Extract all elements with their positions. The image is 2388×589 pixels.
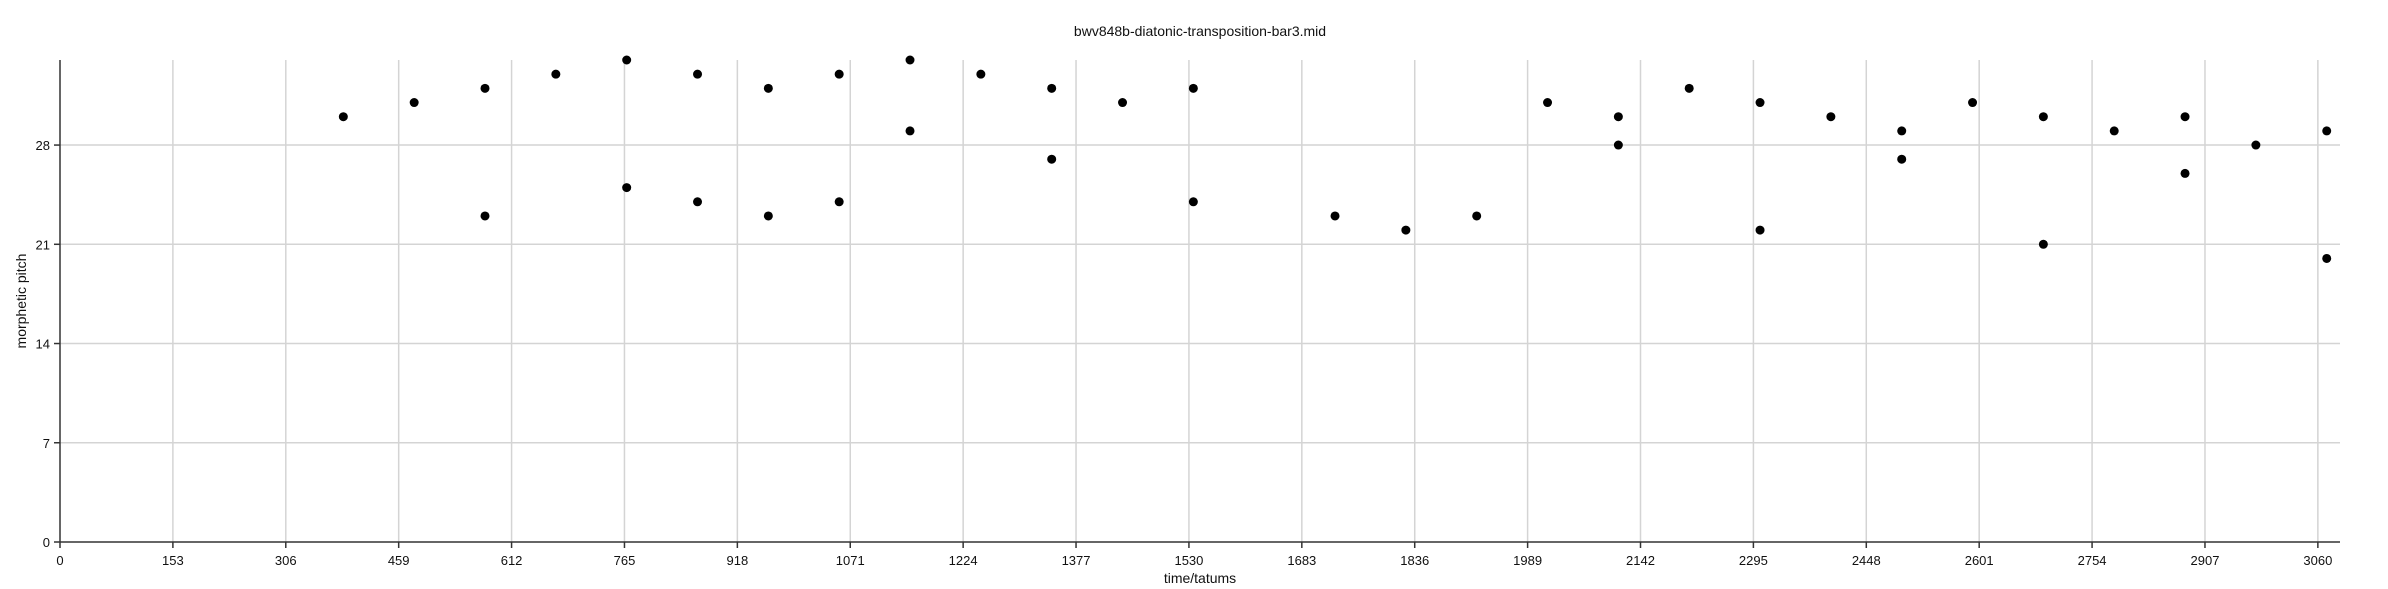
y-tick-label: 14 <box>36 337 50 352</box>
grid-lines <box>60 60 2340 542</box>
data-point <box>1613 112 1623 122</box>
data-point <box>1755 98 1765 108</box>
x-tick-labels: 0 153 306 459 612 765 918 1071 1224 1377 1530 1683 1… <box>56 553 2332 568</box>
data-point <box>834 197 844 207</box>
data-point <box>2038 239 2048 249</box>
data-point <box>693 69 703 79</box>
data-point <box>2180 112 2190 122</box>
y-tick-label: 28 <box>36 138 50 153</box>
data-point <box>1047 154 1057 164</box>
x-tick-label: 918 <box>727 553 749 568</box>
data-point <box>763 211 773 221</box>
data-point <box>1684 83 1694 93</box>
x-tick-label: 2601 <box>1965 553 1994 568</box>
data-point <box>976 69 986 79</box>
x-tick-label: 2142 <box>1626 553 1655 568</box>
data-point <box>1330 211 1340 221</box>
x-tick-label: 1224 <box>949 553 978 568</box>
data-point <box>905 126 915 136</box>
y-axis-title: morphetic pitch <box>13 254 29 349</box>
x-axis-title: time/tatums <box>1164 570 1236 586</box>
x-tick-label: 765 <box>614 553 636 568</box>
data-point <box>2180 168 2190 178</box>
data-point <box>480 83 490 93</box>
y-tick-labels: 0 7 14 21 28 <box>36 138 50 550</box>
axes <box>54 60 2340 548</box>
x-tick-label: 306 <box>275 553 297 568</box>
data-points <box>338 55 2332 263</box>
x-tick-label: 2754 <box>2078 553 2107 568</box>
data-point <box>480 211 490 221</box>
chart-title: bwv848b-diatonic-transposition-bar3.mid <box>1074 23 1326 39</box>
data-point <box>2038 112 2048 122</box>
y-tick-label: 0 <box>43 535 50 550</box>
data-point <box>1826 112 1836 122</box>
x-tick-label: 2295 <box>1739 553 1768 568</box>
data-point <box>1047 83 1057 93</box>
x-tick-label: 1989 <box>1513 553 1542 568</box>
x-tick-label: 459 <box>388 553 410 568</box>
data-point <box>1188 83 1198 93</box>
data-point <box>409 98 419 108</box>
data-point <box>763 83 773 93</box>
data-point <box>1968 98 1978 108</box>
data-point <box>2251 140 2261 150</box>
y-tick-label: 21 <box>36 237 50 252</box>
data-point <box>905 55 915 65</box>
x-tick-label: 1071 <box>836 553 865 568</box>
data-point <box>1401 225 1411 235</box>
data-point <box>1613 140 1623 150</box>
x-tick-label: 3060 <box>2303 553 2332 568</box>
data-point <box>622 55 632 65</box>
data-point <box>622 183 632 193</box>
data-point <box>2322 253 2332 263</box>
x-tick-label: 1530 <box>1174 553 1203 568</box>
data-point <box>834 69 844 79</box>
x-tick-label: 0 <box>56 553 63 568</box>
data-point <box>1543 98 1553 108</box>
x-tick-label: 2448 <box>1852 553 1881 568</box>
data-point <box>1897 154 1907 164</box>
data-point <box>338 112 348 122</box>
data-point <box>1897 126 1907 136</box>
data-point <box>1118 98 1128 108</box>
x-tick-label: 1836 <box>1400 553 1429 568</box>
x-tick-label: 612 <box>501 553 523 568</box>
data-point <box>693 197 703 207</box>
data-point <box>1472 211 1482 221</box>
x-tick-label: 1683 <box>1287 553 1316 568</box>
data-point <box>551 69 561 79</box>
y-tick-label: 7 <box>43 436 50 451</box>
x-tick-label: 2907 <box>2191 553 2220 568</box>
x-tick-label: 153 <box>162 553 184 568</box>
data-point <box>2109 126 2119 136</box>
data-point <box>1755 225 1765 235</box>
data-point <box>1188 197 1198 207</box>
data-point <box>2322 126 2332 136</box>
x-tick-label: 1377 <box>1062 553 1091 568</box>
